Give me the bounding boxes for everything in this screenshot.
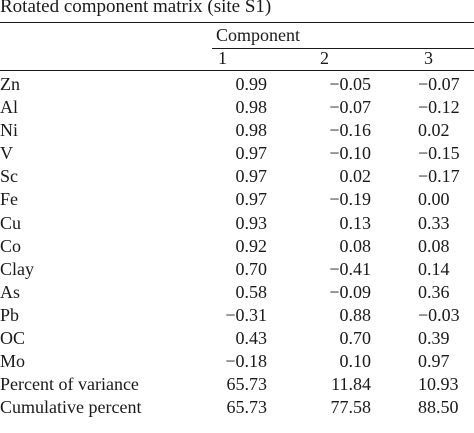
cell-component-2: 0.02 xyxy=(339,166,372,187)
component-group-header: Component xyxy=(216,25,300,45)
table-caption: Rotated component matrix (site S1) xyxy=(0,0,272,17)
row-label: Pb xyxy=(0,304,20,325)
cell-component-1: −0.18 xyxy=(225,351,267,372)
table-row: V 0.97 −0.10 −0.15 xyxy=(0,142,474,165)
table-row: Pb −0.31 0.88 −0.03 xyxy=(0,304,474,327)
table-row: Sc 0.97 0.02 −0.17 xyxy=(0,165,474,188)
table-body: Zn 0.99 −0.05 −0.07 Al 0.98 −0.07 −0.12 … xyxy=(0,73,474,419)
column-header-1: 1 xyxy=(218,48,227,68)
row-label: Percent of variance xyxy=(0,374,139,395)
cell-component-1: 0.98 xyxy=(235,97,268,118)
component-rule xyxy=(212,48,474,49)
cell-component-2: 0.13 xyxy=(339,212,372,233)
cell-component-2: −0.05 xyxy=(329,74,371,94)
row-label: Mo xyxy=(0,351,26,372)
cell-component-2: 0.10 xyxy=(339,351,372,372)
cell-component-2: −0.10 xyxy=(329,143,371,164)
cell-component-1: 65.73 xyxy=(226,397,268,418)
table-row: OC 0.43 0.70 0.39 xyxy=(0,327,474,350)
row-label: Clay xyxy=(0,258,34,279)
cell-component-1: 0.70 xyxy=(235,258,268,279)
cell-component-1: 0.97 xyxy=(235,189,268,210)
row-label: Al xyxy=(0,97,18,118)
top-rule xyxy=(0,22,474,23)
cell-component-2: 77.58 xyxy=(330,397,372,418)
table-row: Co 0.92 0.08 0.08 xyxy=(0,235,474,258)
cell-component-1: 0.93 xyxy=(235,212,268,233)
cell-component-3: 0.00 xyxy=(418,189,450,210)
cell-component-3: 0.36 xyxy=(418,281,450,302)
row-label: As xyxy=(0,281,21,302)
cell-component-3: 0.14 xyxy=(418,258,450,279)
table-row: Percent of variance 65.73 11.84 10.93 xyxy=(0,373,474,396)
row-label: Fe xyxy=(0,189,18,210)
column-header-3: 3 xyxy=(424,48,433,68)
header-rule xyxy=(0,70,474,71)
row-label: Cumulative percent xyxy=(0,397,142,418)
cell-component-2: −0.19 xyxy=(329,189,371,210)
cell-component-3: −0.12 xyxy=(418,97,460,118)
cell-component-3: −0.07 xyxy=(418,74,460,94)
row-label: Ni xyxy=(0,120,18,141)
row-label: OC xyxy=(0,328,26,349)
cell-component-3: −0.17 xyxy=(418,166,460,187)
table-row: Fe 0.97 −0.19 0.00 xyxy=(0,188,474,211)
table-row: As 0.58 −0.09 0.36 xyxy=(0,281,474,304)
cell-component-1: 0.98 xyxy=(235,120,268,141)
cell-component-3: 0.97 xyxy=(418,351,450,372)
row-label: Cu xyxy=(0,212,22,233)
cell-component-2: −0.09 xyxy=(329,281,371,302)
cell-component-2: 0.88 xyxy=(339,304,372,325)
cell-component-1: 0.99 xyxy=(235,74,268,94)
cell-component-1: 0.92 xyxy=(235,235,268,256)
cell-component-2: −0.07 xyxy=(329,97,371,118)
cell-component-2: 0.08 xyxy=(339,235,372,256)
row-label: Co xyxy=(0,235,22,256)
cell-component-2: 11.84 xyxy=(331,374,371,395)
table-row: Cu 0.93 0.13 0.33 xyxy=(0,212,474,235)
cell-component-3: 0.39 xyxy=(418,328,450,349)
cell-component-1: 0.58 xyxy=(235,281,268,302)
cell-component-2: 0.70 xyxy=(339,328,372,349)
row-label: Sc xyxy=(0,166,18,187)
cell-component-2: −0.16 xyxy=(329,120,371,141)
table-row: Clay 0.70 −0.41 0.14 xyxy=(0,258,474,281)
table-row: Ni 0.98 −0.16 0.02 xyxy=(0,119,474,142)
table-row: Zn 0.99 −0.05 −0.07 xyxy=(0,73,474,96)
table-row: Al 0.98 −0.07 −0.12 xyxy=(0,96,474,119)
table-row: Mo −0.18 0.10 0.97 xyxy=(0,350,474,373)
cell-component-3: −0.15 xyxy=(418,143,460,164)
cell-component-3: 0.02 xyxy=(418,120,450,141)
cell-component-1: −0.31 xyxy=(225,304,267,325)
row-label: V xyxy=(0,143,13,164)
cell-component-3: 0.08 xyxy=(418,235,450,256)
cell-component-3: 10.93 xyxy=(418,374,459,395)
row-label: Zn xyxy=(0,74,20,94)
column-header-2: 2 xyxy=(320,48,329,68)
cell-component-1: 65.73 xyxy=(226,374,268,395)
cell-component-1: 0.97 xyxy=(235,143,268,164)
cell-component-3: −0.03 xyxy=(418,304,460,325)
cell-component-2: −0.41 xyxy=(329,258,371,279)
cell-component-3: 88.50 xyxy=(418,397,459,418)
cell-component-3: 0.33 xyxy=(418,212,450,233)
table-row: Cumulative percent 65.73 77.58 88.50 xyxy=(0,396,474,419)
cell-component-1: 0.97 xyxy=(235,166,268,187)
cell-component-1: 0.43 xyxy=(235,328,268,349)
